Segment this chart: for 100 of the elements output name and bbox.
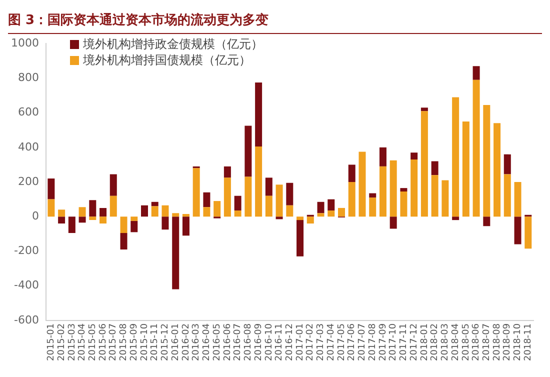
- bar: [110, 196, 117, 217]
- bar: [504, 174, 511, 217]
- bar: [276, 184, 283, 217]
- bar: [162, 205, 169, 217]
- bar: [514, 216, 522, 244]
- bar: [100, 208, 107, 217]
- y-tick-label: 600: [18, 106, 39, 119]
- bar: [286, 205, 294, 217]
- x-tick-label: 2017-03: [316, 323, 326, 362]
- x-tick-label: 2016-05: [212, 323, 222, 362]
- bar: [338, 208, 345, 217]
- bar: [472, 80, 480, 217]
- bar: [151, 206, 158, 217]
- bar: [504, 154, 511, 174]
- bar: [48, 178, 55, 200]
- y-tick-label: -400: [14, 278, 39, 292]
- x-tick-label: 2015-06: [98, 323, 108, 362]
- x-tick-label: 2017-12: [409, 323, 420, 362]
- bar: [214, 201, 221, 217]
- x-tick-label: 2016-09: [254, 323, 264, 362]
- bar: [462, 121, 470, 217]
- bar: [420, 108, 428, 112]
- x-tick-label: 2015-10: [140, 323, 150, 362]
- bar: [296, 220, 304, 256]
- bar: [400, 188, 408, 192]
- bar: [224, 166, 231, 178]
- y-tick-label: -600: [14, 313, 39, 326]
- bar: [140, 205, 148, 217]
- bar: [276, 216, 283, 220]
- bar: [234, 210, 242, 217]
- bar: [100, 216, 107, 224]
- bar: [265, 178, 272, 196]
- y-tick-label: 400: [18, 140, 39, 154]
- x-tick-label: 2018-01: [420, 323, 430, 362]
- x-tick-label: 2017-02: [306, 323, 316, 362]
- bar: [420, 111, 428, 217]
- bar: [410, 160, 418, 217]
- bar: [58, 216, 66, 224]
- x-tick-label: 2016-02: [181, 323, 192, 362]
- x-tick-label: 2018-02: [430, 323, 440, 362]
- bar: [348, 182, 356, 217]
- bar: [483, 105, 490, 217]
- x-tick-label: 2017-08: [368, 323, 378, 362]
- bar: [89, 200, 96, 217]
- bar: [514, 182, 522, 217]
- bar: [68, 216, 76, 234]
- x-tick-label: 2016-03: [192, 323, 202, 362]
- x-tick-label: 2018-08: [492, 323, 502, 362]
- x-tick-label: 2015-11: [150, 323, 160, 362]
- bar: [390, 160, 397, 217]
- bar: [182, 214, 190, 217]
- y-tick-label: 200: [18, 174, 39, 188]
- x-tick-label: 2017-05: [336, 323, 347, 362]
- bar: [431, 161, 438, 176]
- legend-label: 境外机构增持国债规模（亿元）: [83, 52, 251, 68]
- bar: [120, 233, 128, 250]
- bar: [452, 216, 460, 220]
- x-tick-label: 2018-11: [523, 323, 534, 362]
- chart-title: 图 3：国际资本通过资本市场的流动更为多变: [8, 8, 542, 34]
- bar: [410, 152, 418, 160]
- x-tick-label: 2017-10: [388, 323, 399, 362]
- bar: [162, 216, 169, 230]
- bar: [78, 216, 86, 223]
- x-tick-label: 2016-01: [170, 323, 181, 362]
- x-tick-label: 2016-06: [222, 323, 233, 362]
- x-tick-label: 2015-08: [119, 323, 130, 362]
- bar: [151, 202, 158, 206]
- bar: [379, 147, 386, 166]
- bar: [110, 174, 117, 196]
- x-tick-label: 2016-10: [264, 323, 274, 362]
- bar: [317, 202, 324, 214]
- x-tick-label: 2017-06: [347, 323, 358, 362]
- bar: [306, 216, 314, 224]
- x-tick-label: 2016-07: [233, 323, 244, 362]
- x-tick-label: 2018-03: [440, 323, 451, 362]
- x-tick-label: 2017-11: [399, 323, 410, 362]
- x-tick-label: 2015-05: [88, 323, 98, 362]
- bar: [328, 210, 335, 217]
- bar: [203, 207, 210, 217]
- bar: [369, 193, 376, 198]
- bar: [78, 207, 86, 217]
- x-tick-label: 2018-10: [513, 323, 524, 362]
- y-tick-label: 800: [18, 71, 39, 84]
- x-tick-label: 2018-05: [461, 323, 472, 362]
- bar: [369, 198, 376, 217]
- x-tick-label: 2015-02: [56, 323, 67, 362]
- bar: [390, 216, 397, 229]
- y-tick-label: -200: [14, 244, 39, 258]
- x-tick-label: 2015-09: [129, 323, 140, 362]
- x-tick-label: 2016-11: [274, 323, 285, 362]
- bar: [317, 213, 324, 217]
- y-tick-label: 0: [32, 209, 39, 222]
- x-tick-label: 2015-12: [160, 323, 171, 362]
- bar: [400, 192, 408, 217]
- bar: [265, 196, 272, 217]
- x-tick-label: 2015-04: [78, 323, 88, 362]
- bar: [89, 216, 96, 220]
- x-tick-label: 2016-08: [244, 323, 254, 362]
- bar: [358, 152, 366, 217]
- x-tick-label: 2017-09: [378, 323, 388, 362]
